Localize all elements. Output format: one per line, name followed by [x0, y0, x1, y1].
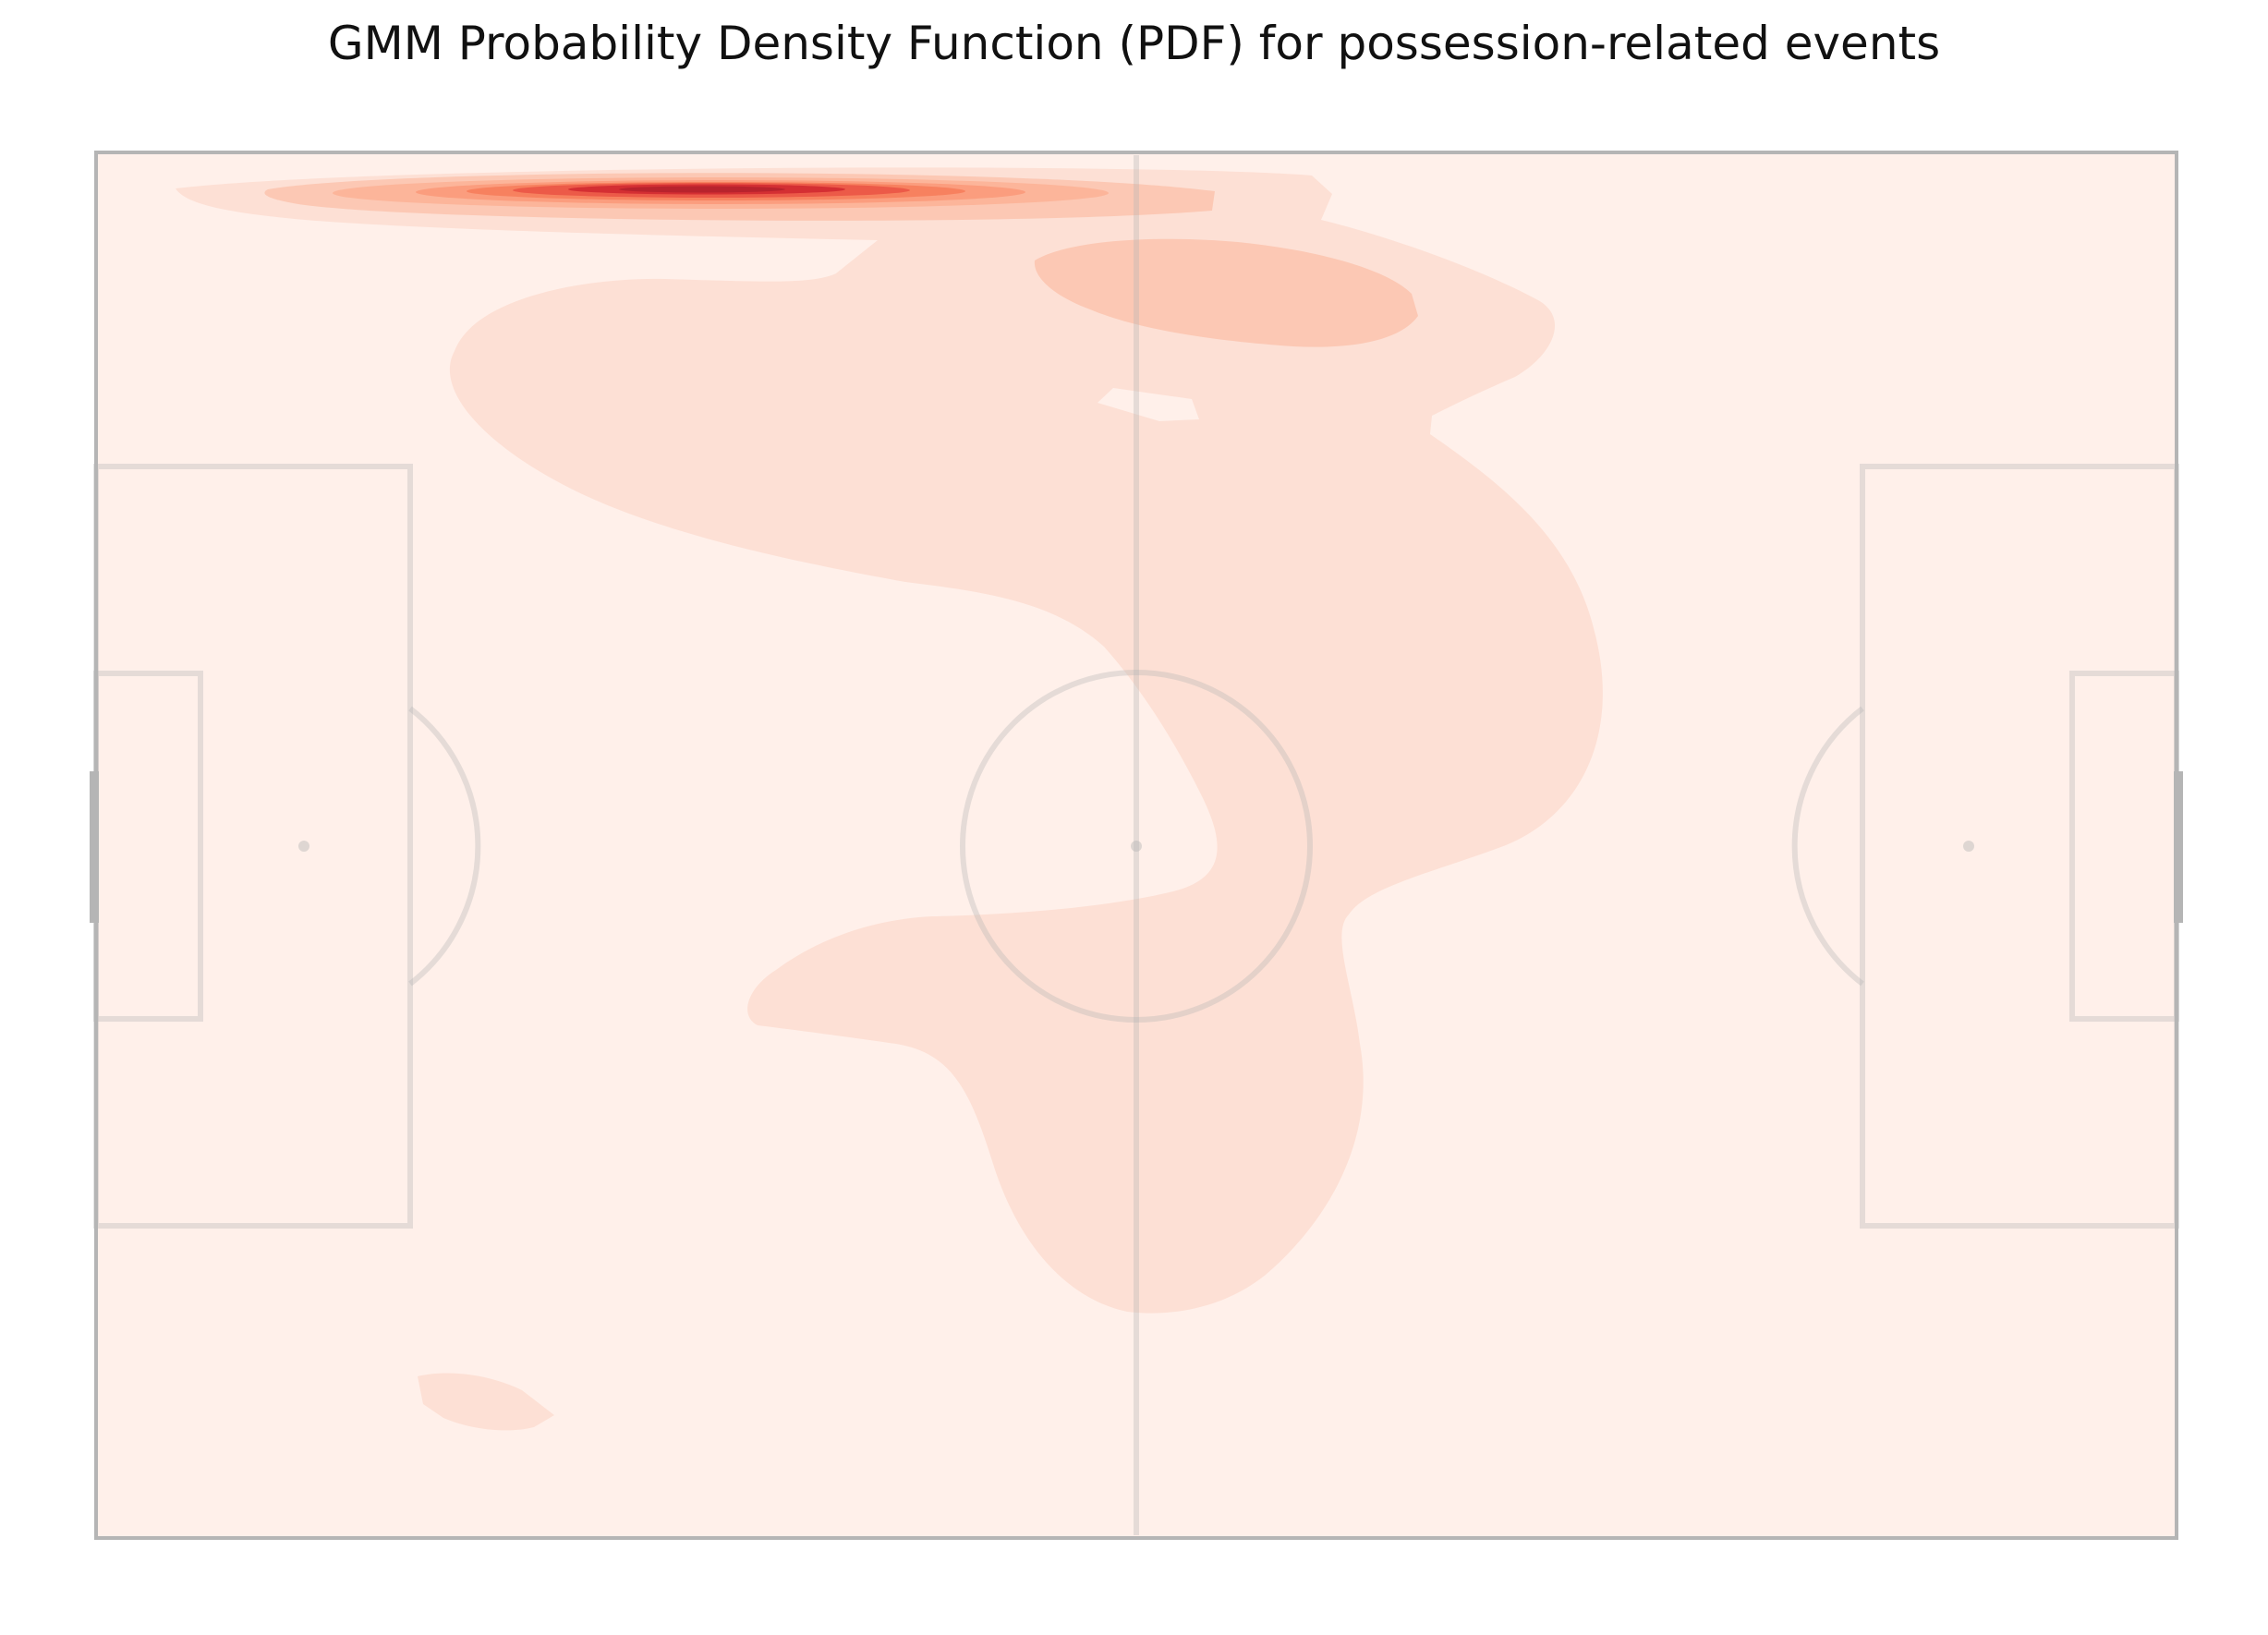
centre-spot — [1131, 841, 1142, 852]
right-penalty-spot — [1963, 841, 1974, 852]
right-goal — [2174, 771, 2183, 923]
left-goal — [90, 771, 99, 923]
left-penalty-spot — [298, 841, 309, 852]
density-peak-center — [619, 187, 785, 193]
